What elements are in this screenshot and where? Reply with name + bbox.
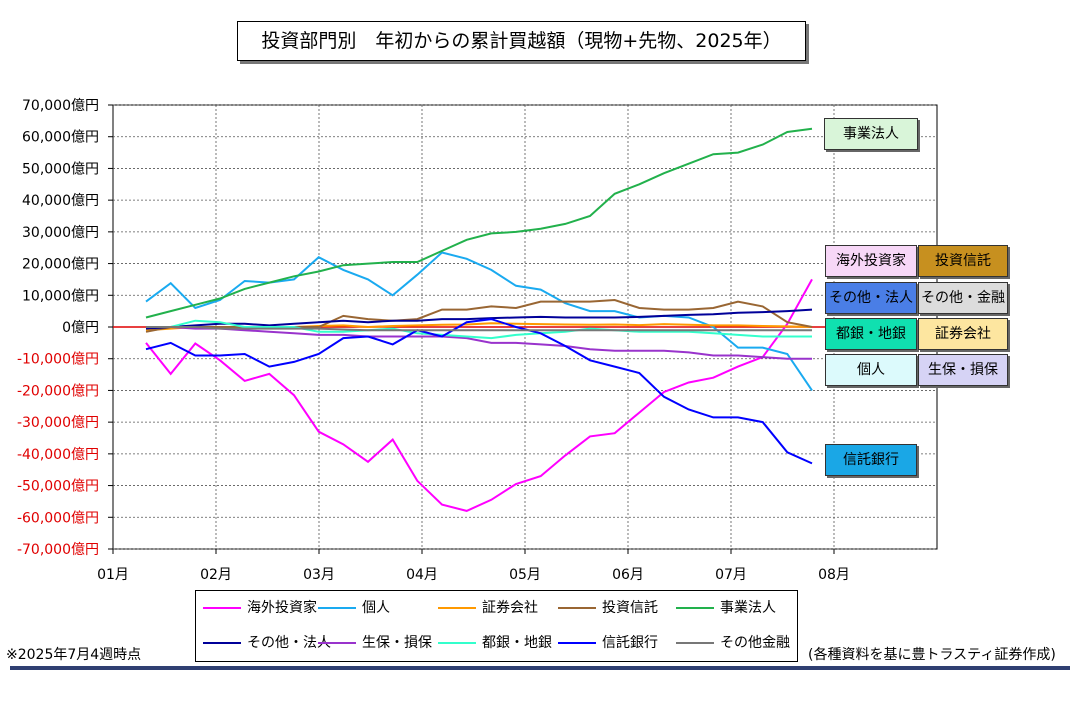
legend-swatch [318,642,356,644]
series-line [145,278,813,512]
y-tick-label: -20,000億円 [17,383,99,399]
legend-label: 都銀・地銀 [482,635,552,651]
legend-swatch [558,642,596,644]
legend-label: 生保・損保 [362,635,432,651]
legend-label: 投資信託 [602,600,658,616]
chart-title: 投資部門別 年初からの累計買越額（現物+先物、2025年） [237,21,806,61]
series-label-shintaku: 信託銀行 [825,444,917,476]
y-tick-label: -50,000億円 [17,479,99,495]
legend: 海外投資家 個人 証券会社 投資信託 事業法人その他・法人 生保・損保 都銀・地銀 信託銀行 そ… [195,590,798,662]
legend-item: 生保・損保 [318,633,432,653]
y-tick-label: 0億円 [62,320,99,336]
y-tick-label: 50,000億円 [22,161,99,177]
legend-swatch [676,642,714,644]
legend-label: 信託銀行 [602,635,658,651]
legend-label: 事業法人 [720,600,776,616]
legend-swatch [203,607,241,609]
legend-item: その他金融 [676,633,790,653]
y-tick-label: 60,000億円 [22,130,99,146]
x-tick-label: 02月 [200,567,232,583]
x-tick-label: 03月 [303,567,335,583]
y-tick-label: -60,000億円 [17,510,99,526]
legend-item: 投資信託 [558,598,658,618]
legend-swatch [318,607,356,609]
series-label-kaigai: 海外投資家 [825,245,917,277]
x-tick-label: 01月 [97,567,129,583]
series-label-toushin: 投資信託 [918,245,1008,277]
y-tick-label: -70,000億円 [17,542,99,558]
y-tick-label: 20,000億円 [22,257,99,273]
legend-label: 証券会社 [482,600,538,616]
legend-swatch [438,642,476,644]
y-tick-label: 70,000億円 [22,98,99,114]
line-chart: 70,000億円 60,000億円 50,000億円 40,000億円 30,000億円… [17,98,938,583]
legend-item: 海外投資家 [203,598,317,618]
series-label-seiho: 生保・損保 [918,354,1008,386]
series-label-sonota_hojin: その他・法人 [825,282,917,314]
series-label-sonota_kinyu: その他・金融 [918,282,1008,314]
series-line [145,251,813,391]
series-label-togin: 都銀・地銀 [825,318,917,350]
series-line [146,319,812,340]
legend-swatch [438,607,476,609]
legend-label: 個人 [362,600,390,616]
x-tick-label: 05月 [509,567,541,583]
legend-item: 個人 [318,598,390,618]
footnote: ※2025年7月4週時点 [6,647,142,663]
series-label-kojin: 個人 [825,354,917,386]
bottom-rule [10,666,1070,670]
x-tick-label: 06月 [612,567,644,583]
legend-item: 証券会社 [438,598,538,618]
legend-swatch [203,642,241,644]
legend-item: その他・法人 [203,633,331,653]
legend-swatch [676,607,714,609]
x-tick-label: 07月 [715,567,747,583]
x-tick-label: 08月 [818,567,850,583]
series-line [146,326,812,360]
legend-label: その他・法人 [247,635,331,651]
legend-label: その他金融 [720,635,790,651]
legend-item: 信託銀行 [558,633,658,653]
series-line [145,318,813,465]
legend-item: 都銀・地銀 [438,633,552,653]
source-note: (各種資料を基に豊トラスティ証券作成) [808,647,1056,663]
series-line [145,308,813,330]
y-tick-label: -30,000億円 [17,415,99,431]
y-tick-label: -40,000億円 [17,447,99,463]
series-line [146,326,812,332]
series-line [145,127,813,319]
series-label-shoken: 証券会社 [918,318,1008,350]
y-tick-label: -10,000億円 [17,352,99,368]
legend-label: 海外投資家 [247,600,317,616]
y-tick-label: 40,000億円 [22,193,99,209]
legend-item: 事業法人 [676,598,776,618]
y-tick-label: 30,000億円 [22,225,99,241]
x-tick-label: 04月 [406,567,438,583]
y-tick-label: 10,000億円 [22,288,99,304]
legend-swatch [558,607,596,609]
series-label-jigyo: 事業法人 [824,118,918,150]
